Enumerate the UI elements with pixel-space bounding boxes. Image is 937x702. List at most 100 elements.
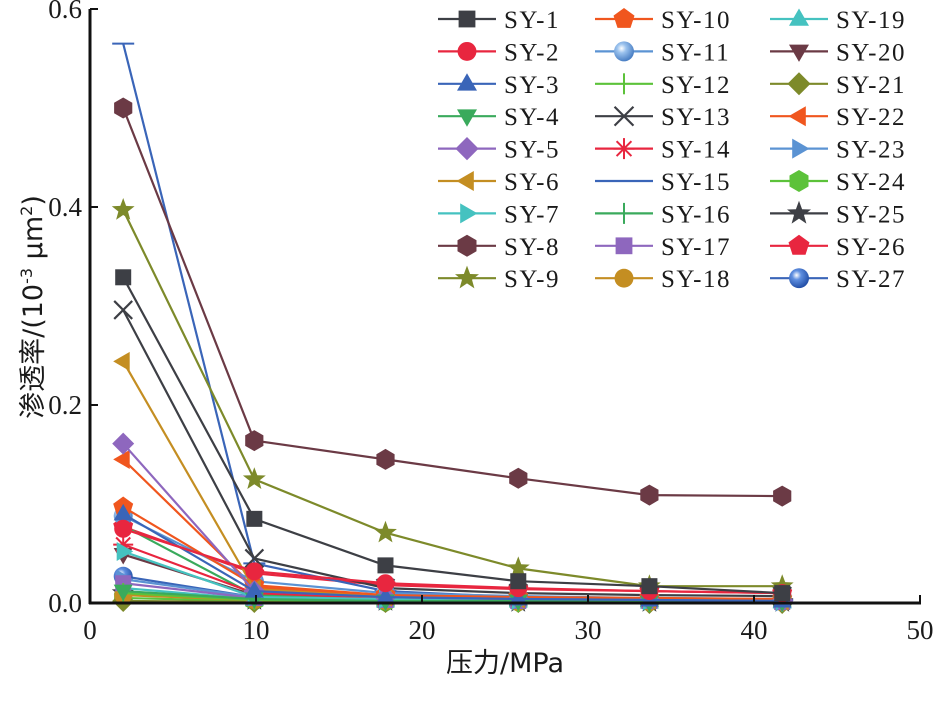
legend-item: SY-25: [770, 200, 906, 228]
legend-item: SY-23: [770, 137, 905, 164]
legend-label: SY-12: [661, 72, 731, 99]
SY-7-marker: [116, 542, 134, 561]
x-ticks: 0 10 20 30 40 50: [83, 595, 934, 645]
SY-10-marker: [613, 8, 635, 28]
SY-8-marker: [640, 484, 659, 506]
y-axis-title-exp2: 2: [17, 206, 36, 216]
legend-item: SY-20: [770, 39, 906, 66]
legend-label: SY-20: [836, 39, 906, 66]
legend-label: SY-15: [661, 169, 731, 196]
legend-item: SY-2: [438, 39, 560, 66]
y-axis-title-main: 渗透率/(10: [18, 284, 49, 419]
series-line: [122, 506, 783, 601]
SY-26-marker: [788, 234, 810, 255]
legend-label: SY-2: [504, 39, 560, 66]
legend-item: SY-27: [770, 266, 906, 293]
legend-label: SY-16: [661, 201, 731, 228]
legend-label: SY-21: [836, 72, 906, 99]
asterisk-stroke: [615, 140, 633, 157]
legend-item: SY-15: [595, 169, 731, 196]
x-tick-label: 20: [409, 615, 436, 645]
SY-1-marker: [641, 578, 658, 595]
series-line: [122, 276, 783, 595]
SY-2-marker: [457, 41, 477, 61]
SY-1-marker: [458, 10, 476, 28]
SY-6-marker: [113, 351, 130, 371]
legend-item: SY-7: [438, 201, 560, 228]
x-tick-label: 50: [907, 615, 934, 645]
x-stroke: [244, 548, 265, 569]
legend-label: SY-10: [661, 7, 731, 34]
SY-2-marker: [376, 574, 395, 593]
series-line: [122, 512, 783, 603]
legend: SY-1 SY-2 SY-3 SY-4 SY-5 SY-6 SY-7 SY-8 SY-9 SY-1…: [438, 7, 906, 293]
y-tick-label: 0.0: [48, 588, 82, 618]
SY-20-marker: [789, 44, 809, 62]
y-axis-title-unit: μm: [18, 216, 49, 268]
SY-9-marker: [455, 265, 479, 289]
SY-18-marker: [614, 268, 634, 288]
legend-label: SY-25: [836, 201, 906, 228]
SY-2-marker: [245, 562, 264, 581]
legend-item: SY-14: [595, 137, 730, 164]
SY-27-marker: [789, 268, 809, 289]
legend-label: SY-26: [836, 234, 906, 261]
legend-label: SY-22: [836, 104, 906, 131]
legend-item: SY-16: [595, 201, 731, 228]
SY-5-marker: [455, 137, 479, 161]
y-ticks: 0.0 0.2 0.4 0.6: [48, 0, 98, 618]
SY-13-marker: [244, 548, 265, 569]
SY-1-marker: [115, 269, 132, 286]
legend-item: SY-6: [438, 169, 560, 196]
legend-label: SY-7: [504, 201, 560, 228]
legend-label: SY-27: [836, 266, 906, 293]
legend-item: SY-8: [438, 234, 560, 261]
x-tick-label: 30: [575, 615, 602, 645]
SY-13-marker: [113, 300, 133, 320]
legend-label: SY-6: [504, 169, 560, 196]
legend-item: SY-11: [595, 39, 730, 66]
legend-label: SY-11: [661, 39, 730, 66]
x-tick-label: 40: [741, 615, 768, 645]
legend-label: SY-13: [661, 104, 731, 131]
SY-3-marker: [508, 589, 528, 606]
SY-17-marker: [615, 237, 633, 255]
SY-8-marker: [509, 467, 528, 489]
legend-item: SY-21: [770, 72, 906, 99]
SY-3-marker: [457, 73, 477, 91]
series-line: [122, 527, 783, 595]
SY-1-marker: [377, 557, 394, 574]
SY-24-marker: [789, 170, 809, 192]
SY-1-marker: [510, 573, 527, 590]
SY-23-marker: [792, 138, 810, 159]
x-stroke: [613, 105, 635, 127]
series-line: [122, 209, 783, 588]
legend-item: SY-3: [438, 72, 559, 99]
SY-4-marker: [457, 109, 477, 127]
series-sy-8: [114, 97, 792, 507]
SY-8-marker: [114, 97, 133, 119]
SY-11-marker: [614, 41, 634, 62]
legend-label: SY-17: [661, 234, 731, 261]
y-tick-label: 0.2: [48, 390, 82, 420]
legend-item: SY-19: [770, 7, 905, 34]
SY-8-marker: [457, 234, 477, 257]
SY-2-marker: [114, 519, 133, 538]
SY-5-marker: [112, 432, 135, 455]
legend-label: SY-8: [504, 234, 560, 261]
SY-4-marker: [113, 584, 133, 602]
legend-item: SY-5: [438, 137, 559, 164]
legend-item: SY-9: [438, 265, 559, 293]
legend-label: SY-18: [661, 266, 731, 293]
y-tick-label: 0.4: [48, 192, 82, 222]
legend-item: SY-4: [438, 104, 560, 131]
x-tick-label: 10: [243, 615, 270, 645]
legend-item: SY-10: [595, 7, 731, 34]
legend-label: SY-1: [504, 7, 560, 34]
series-sy-1: [115, 269, 791, 602]
SY-14-marker: [613, 138, 635, 160]
SY-3-marker: [244, 581, 264, 598]
y-axis-title: 渗透率/(10-3 μm2): [17, 195, 49, 419]
legend-label: SY-4: [504, 104, 560, 131]
